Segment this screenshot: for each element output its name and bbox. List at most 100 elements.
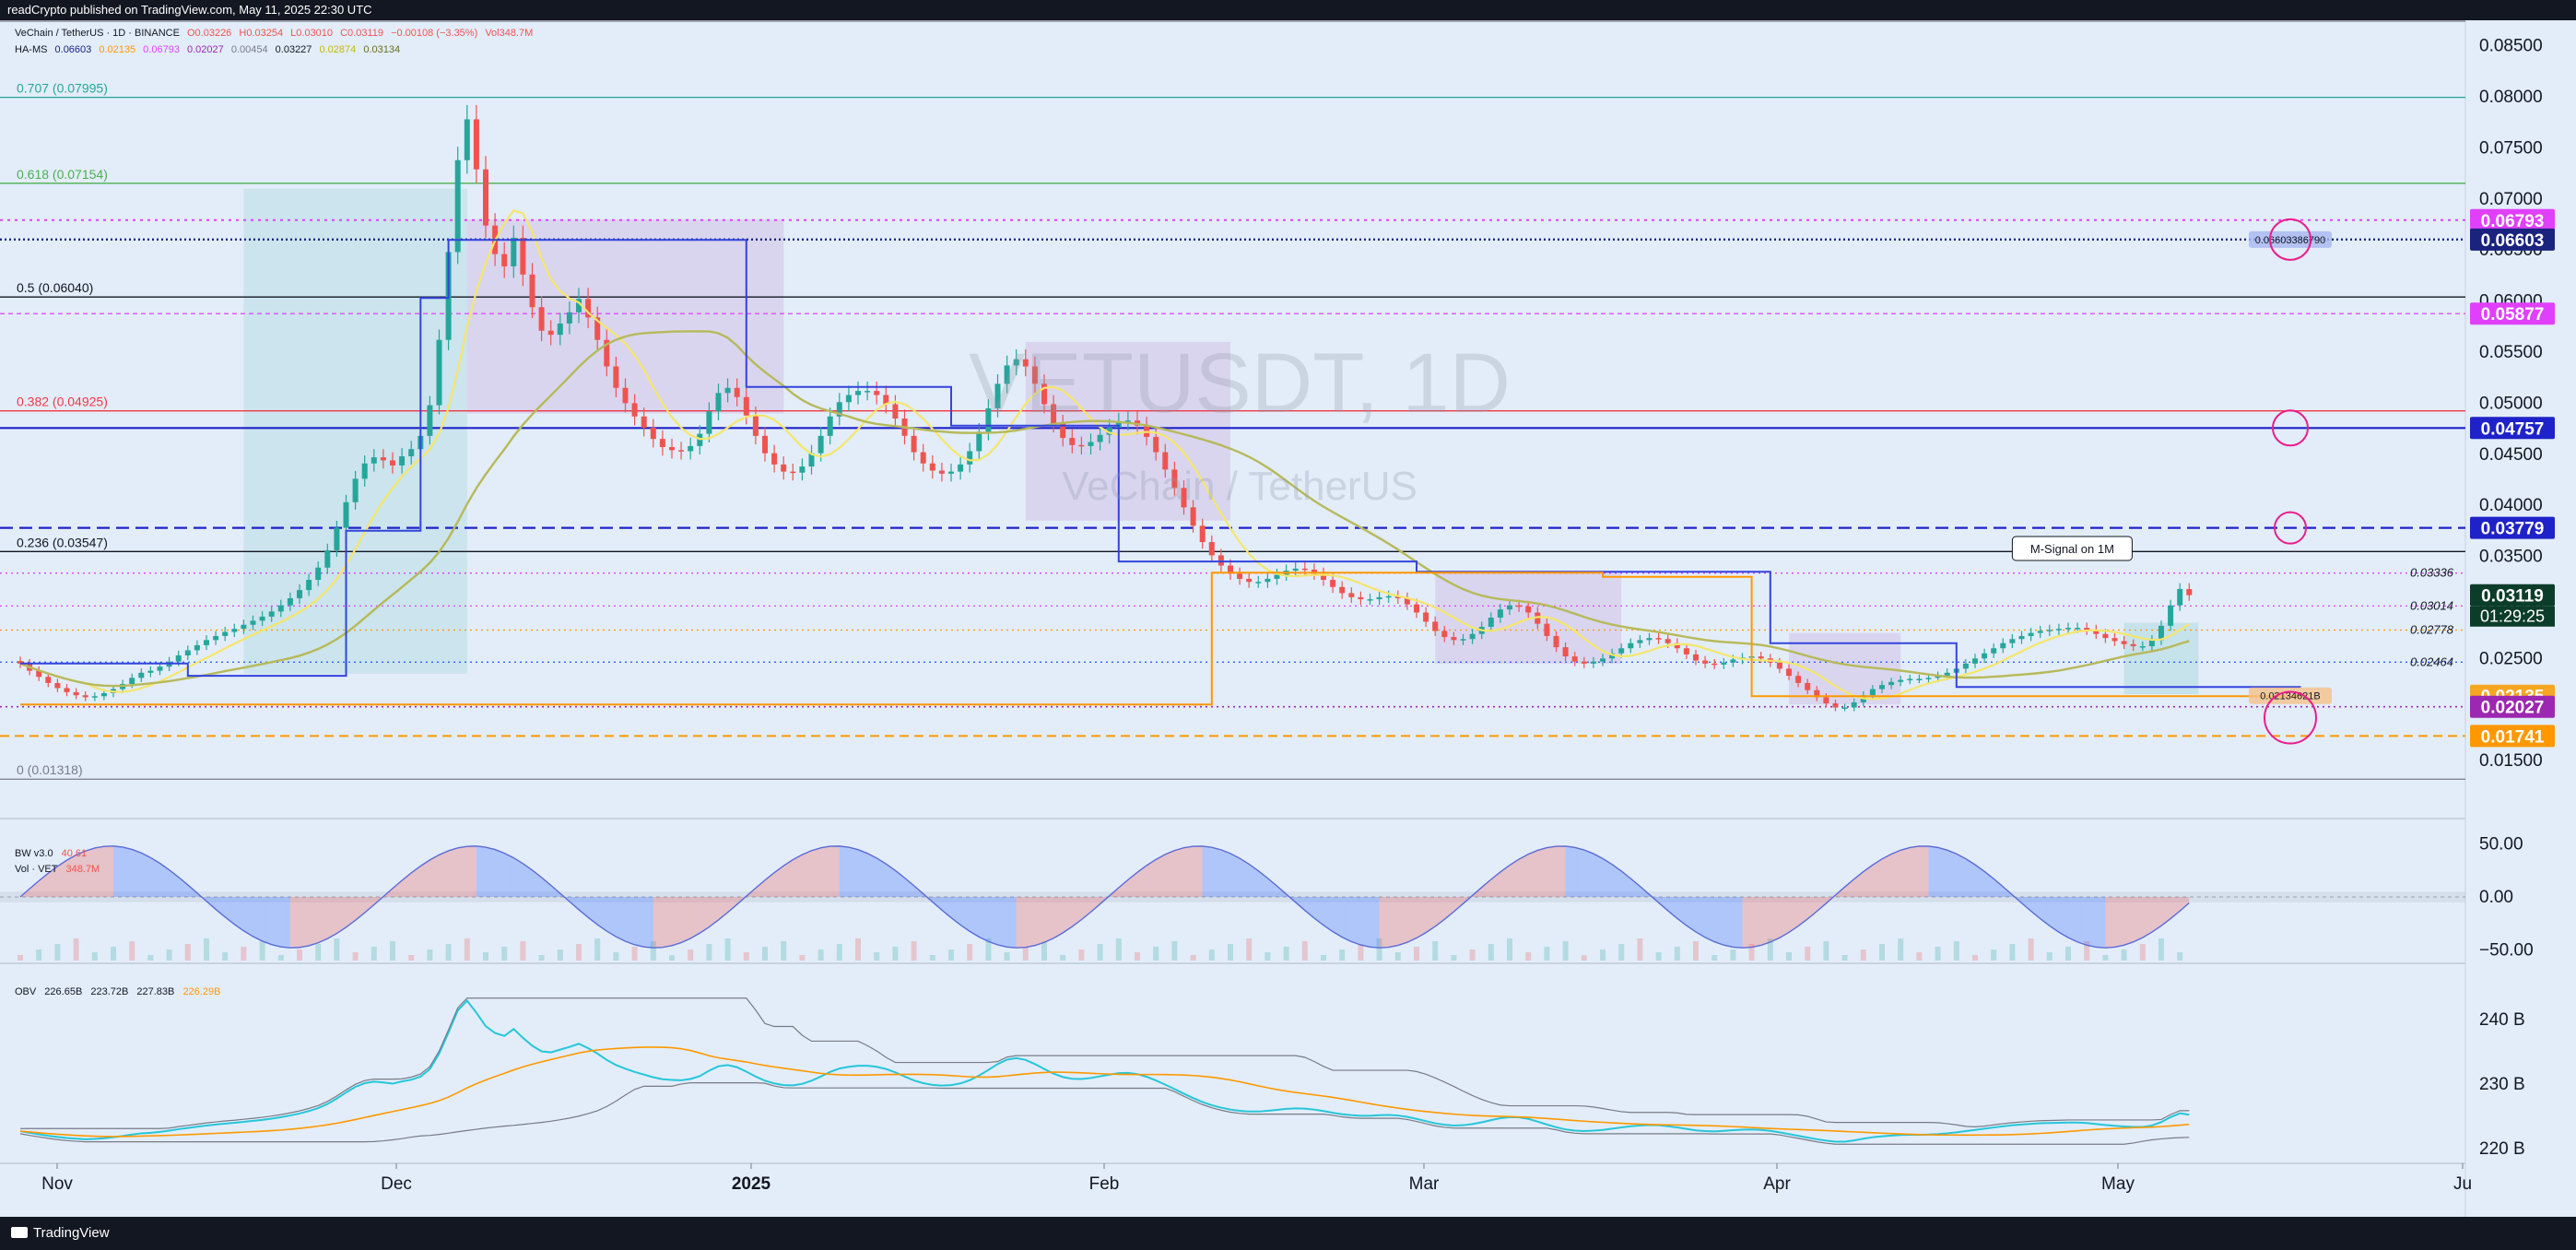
candle-146 — [1376, 591, 1382, 606]
bw-value: 40.61 — [61, 848, 88, 859]
level-label-3: 0.02464 — [2410, 654, 2453, 668]
candle-body-26 — [259, 616, 265, 621]
vol-bar-152 — [1432, 941, 1439, 961]
obv-y-tick-1: 230 B — [2479, 1075, 2525, 1094]
candle-body-209 — [1962, 663, 1969, 669]
vol-bar-182 — [1711, 955, 1718, 961]
vol-bar-64 — [613, 952, 619, 961]
candle-body-107 — [1013, 359, 1019, 366]
candle-body-49 — [473, 119, 479, 170]
bw-area-189 — [1770, 897, 1780, 943]
bw-area-36 — [346, 897, 356, 927]
bw-area-204 — [1910, 845, 1920, 897]
candle-body-197 — [1851, 702, 1857, 708]
volume-value: Vol348.7M — [485, 28, 534, 39]
candle-body-152 — [1432, 621, 1439, 631]
vol-bar-146 — [1376, 938, 1382, 961]
candle-109 — [1031, 356, 1038, 394]
candle-165 — [1553, 631, 1559, 653]
price-badge-3 — [2470, 417, 2555, 440]
candle-117 — [1106, 419, 1112, 444]
candle-102 — [967, 442, 973, 473]
vol-bar-118 — [1115, 938, 1122, 961]
candlestick-chart[interactable]: 0.786 (0.08741)0.707 (0.07995)0.618 (0.0… — [0, 20, 2576, 1217]
hams-header: HA-MS 0.06603 0.02135 0.06793 0.02027 0.… — [15, 44, 405, 55]
bw-area-91 — [858, 849, 868, 897]
vol-bar-76 — [724, 938, 731, 961]
candle-body-85 — [808, 453, 815, 467]
bw-area-205 — [1919, 845, 1929, 897]
candle-body-100 — [948, 471, 954, 474]
vol-bar-166 — [1562, 941, 1569, 961]
candle-body-64 — [613, 366, 619, 388]
vol-bar-22 — [222, 952, 229, 961]
candle-112 — [1060, 414, 1066, 447]
bw-area-199 — [1863, 865, 1873, 897]
bw-area-125 — [1174, 847, 1184, 897]
vol-bar-128 — [1208, 949, 1215, 961]
vol-bar-174 — [1637, 938, 1643, 961]
bw-area-149 — [1397, 897, 1407, 946]
candle-72 — [688, 437, 694, 460]
bw-area-179 — [1676, 897, 1687, 926]
bw-area-130 — [1220, 849, 1230, 897]
vol-bar-84 — [799, 955, 806, 961]
vol-bar-30 — [297, 949, 302, 961]
candle-body-81 — [771, 453, 778, 465]
candle-body-97 — [920, 452, 926, 464]
candle-body-86 — [817, 435, 824, 454]
vol-bar-114 — [1078, 949, 1085, 961]
candle-body-226 — [2121, 641, 2127, 644]
candle-215 — [2018, 631, 2025, 644]
candle-21 — [213, 631, 219, 645]
vol-bar-40 — [390, 941, 395, 961]
x-tick-3: Feb — [1089, 1174, 1120, 1194]
price-badge-5 — [2470, 584, 2555, 607]
price-badge-text-7: 0.02027 — [2481, 699, 2545, 718]
candle-147 — [1385, 590, 1392, 604]
bw-area-67 — [634, 897, 644, 948]
candle-181 — [1702, 655, 1709, 668]
candle-175 — [1646, 632, 1653, 645]
candle-155 — [1460, 633, 1466, 645]
bw-area-174 — [1630, 878, 1641, 897]
vol-bar-202 — [1898, 938, 1904, 961]
candle-38 — [371, 449, 377, 472]
vol-bar-226 — [2121, 949, 2127, 961]
candle-71 — [678, 442, 685, 460]
bw-area-69 — [653, 897, 663, 949]
vol-bar-4 — [54, 944, 61, 961]
candle-42 — [408, 441, 415, 465]
candle-body-128 — [1208, 542, 1215, 556]
tag-box-1 — [2249, 687, 2332, 704]
vol-bar-100 — [948, 949, 954, 961]
bw-area-93 — [876, 857, 887, 897]
candle-body-112 — [1060, 423, 1066, 439]
vol-bar-2 — [36, 949, 42, 961]
candle-body-119 — [1124, 420, 1131, 422]
vol-bar-216 — [2028, 938, 2034, 961]
candle-body-67 — [641, 416, 647, 428]
vol-bar-214 — [2009, 944, 2016, 961]
vol-bar-10 — [111, 947, 116, 961]
candle-body-160 — [1507, 605, 1512, 610]
vol-bar-82 — [781, 941, 787, 961]
candle-110 — [1041, 373, 1047, 414]
bw-area-41 — [393, 880, 403, 897]
candle-214 — [2009, 633, 2016, 648]
vol-bar-168 — [1581, 955, 1587, 961]
bw-area-194 — [1817, 897, 1827, 912]
bw-legend: BW v3.0 40.61 — [15, 848, 92, 859]
bw-area-15 — [150, 857, 160, 897]
vol-bar-36 — [352, 952, 359, 961]
candle-body-192 — [1805, 682, 1811, 690]
candle-body-113 — [1069, 438, 1076, 445]
candle-body-144 — [1358, 596, 1364, 600]
bw-area-55 — [523, 863, 533, 897]
bw-area-178 — [1667, 897, 1677, 919]
candle-body-98 — [929, 463, 935, 471]
candle-24 — [241, 619, 247, 634]
vol-bar-228 — [2139, 944, 2146, 961]
bw-area-16 — [159, 863, 170, 897]
candle-body-6 — [73, 691, 79, 696]
